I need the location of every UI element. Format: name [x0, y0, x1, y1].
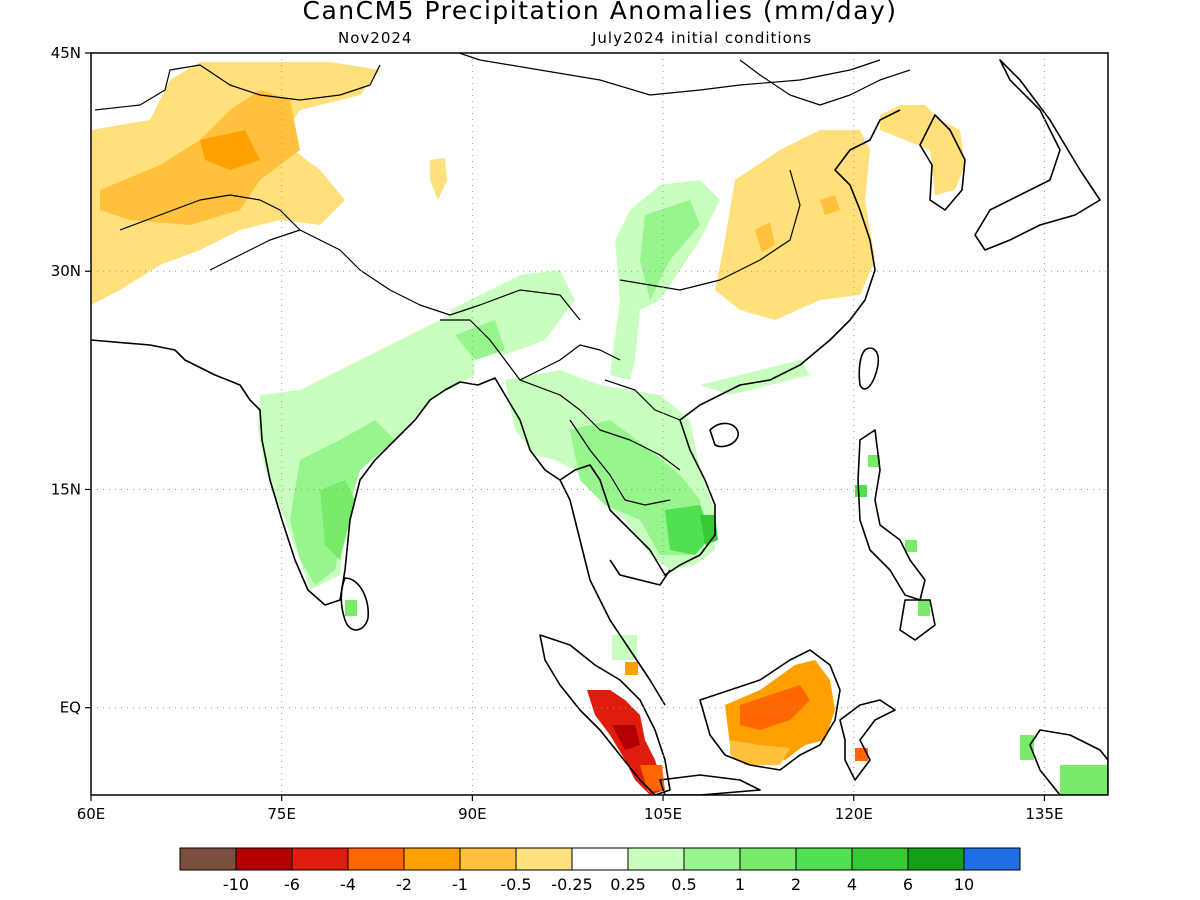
lat-tick-label: 30N [51, 262, 81, 280]
anomaly-shading [91, 62, 1107, 795]
colorbar-swatch [795, 847, 853, 871]
colorbar-label: 0.5 [671, 875, 696, 894]
lat-tick-label: EQ [60, 699, 81, 717]
colorbar-swatch [739, 847, 797, 871]
coastlines [91, 59, 1108, 795]
colorbar-label: 10 [954, 875, 974, 894]
colorbar-swatch [571, 847, 629, 871]
lon-tick-label: 60E [77, 805, 106, 823]
lon-tick-label: 90E [458, 805, 487, 823]
colorbar-label: -6 [284, 875, 300, 894]
colorbar-swatch [627, 847, 685, 871]
lon-tick-label: 75E [267, 805, 296, 823]
colorbar: -10 -6 -4 -2 -1 -0.5 -0.25 0.25 0.5 1 2 4 6 10 [179, 847, 1021, 894]
lon-tick-label: 105E [644, 805, 682, 823]
colorbar-label: -0.25 [551, 875, 592, 894]
colorbar-label: 0.25 [610, 875, 646, 894]
map-title: CanCM5 Precipitation Anomalies (mm/day) [302, 0, 898, 25]
colorbar-swatch [291, 847, 349, 871]
colorbar-label: -1 [452, 875, 468, 894]
colorbar-swatch [963, 847, 1021, 871]
colorbar-swatch [403, 847, 461, 871]
anomaly-area-east-china [715, 130, 875, 320]
colorbar-swatch [235, 847, 293, 871]
colorbar-label: 2 [791, 875, 801, 894]
lon-tick-label: 135E [1025, 805, 1063, 823]
colorbar-label: 4 [847, 875, 857, 894]
colorbar-swatch [515, 847, 573, 871]
colorbar-swatch [347, 847, 405, 871]
lat-tick-label: 15N [51, 480, 81, 498]
colorbar-swatch [459, 847, 517, 871]
colorbar-swatch [179, 847, 237, 871]
colorbar-label: -4 [340, 875, 356, 894]
initial-conditions-label: July2024 initial conditions [592, 29, 813, 47]
country-borders [94, 53, 911, 506]
forecast-month: Nov2024 [338, 29, 413, 47]
lat-tick-label: 45N [51, 44, 81, 62]
lon-tick-label: 120E [835, 805, 873, 823]
axis-labels: 60E 75E 90E 105E 120E 135E EQ 15N 30N 45N [51, 44, 1064, 823]
colorbar-label: 6 [903, 875, 913, 894]
colorbar-swatch [683, 847, 741, 871]
anomaly-area-afghanistan-core [200, 130, 260, 170]
colorbar-swatch [851, 847, 909, 871]
colorbar-label: -10 [223, 875, 249, 894]
map-gridlines [91, 53, 1108, 795]
colorbar-label: -2 [396, 875, 412, 894]
plot-area [91, 53, 1108, 795]
colorbar-label: -0.5 [500, 875, 531, 894]
colorbar-label: 1 [735, 875, 745, 894]
colorbar-swatch [907, 847, 965, 871]
anomaly-area-afghanistan [100, 90, 300, 225]
map-frame [90, 52, 1109, 796]
